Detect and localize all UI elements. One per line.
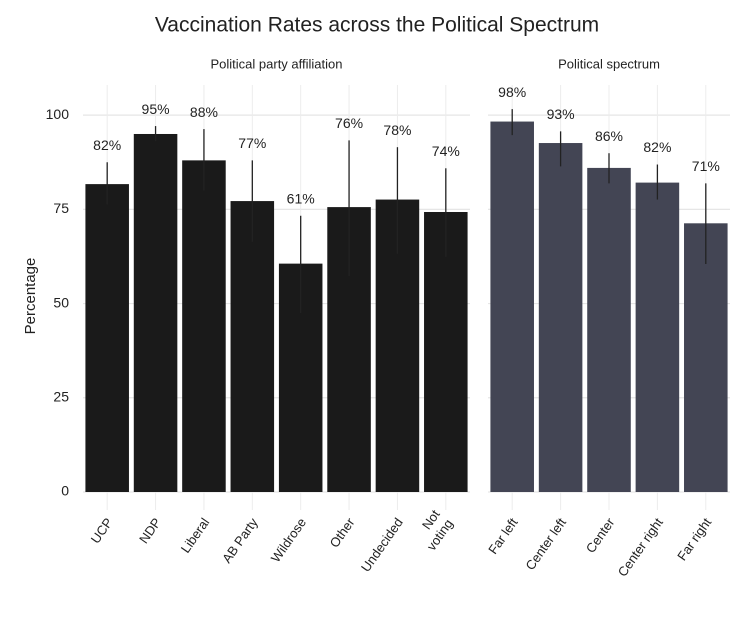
bar — [230, 201, 275, 492]
x-tick-label: Center left — [522, 515, 569, 573]
value-label: 93% — [547, 106, 575, 122]
x-tick-label: Notvoting — [411, 507, 457, 554]
value-label: 95% — [142, 101, 170, 117]
panel-subtitle: Political party affiliation — [211, 56, 343, 71]
x-tick-label: UCP — [88, 515, 116, 546]
x-tick-label: NDP — [136, 515, 164, 546]
x-tick-label: Far right — [674, 515, 714, 564]
value-label: 78% — [383, 122, 411, 138]
y-tick-label: 0 — [61, 483, 69, 499]
chart-title: Vaccination Rates across the Political S… — [155, 14, 599, 37]
x-tick-label: Wildrose — [268, 515, 309, 565]
panel-subtitle: Political spectrum — [558, 56, 660, 71]
y-axis-label: Percentage — [22, 258, 39, 335]
value-label: 82% — [93, 137, 121, 153]
value-label: 86% — [595, 128, 623, 144]
y-tick-label: 50 — [53, 294, 69, 310]
x-tick-label: Undecided — [358, 515, 406, 575]
bar — [490, 121, 534, 492]
value-label: 98% — [498, 84, 526, 100]
x-tick-label: AB Party — [219, 515, 261, 566]
y-tick-label: 75 — [53, 200, 69, 216]
y-tick-label: 100 — [46, 106, 70, 122]
x-tick-label: Other — [327, 515, 358, 551]
bar — [635, 182, 680, 493]
bar — [538, 143, 583, 492]
value-label: 74% — [432, 143, 460, 159]
x-tick-label: Center right — [615, 515, 666, 580]
bar — [684, 223, 728, 492]
bar — [182, 160, 226, 493]
x-tick-label: Liberal — [178, 515, 213, 556]
x-tick-label: Center — [583, 515, 618, 556]
bar — [424, 211, 468, 492]
value-label: 61% — [287, 190, 315, 206]
value-label: 76% — [335, 115, 363, 131]
value-label: 71% — [692, 158, 720, 174]
bar — [85, 184, 129, 492]
bar — [587, 167, 631, 492]
value-label: 77% — [238, 135, 266, 151]
y-tick-label: 25 — [53, 388, 69, 404]
value-label: 82% — [643, 139, 671, 155]
value-label: 88% — [190, 104, 218, 120]
bar — [133, 133, 178, 493]
x-tick-label: Far left — [485, 515, 521, 557]
